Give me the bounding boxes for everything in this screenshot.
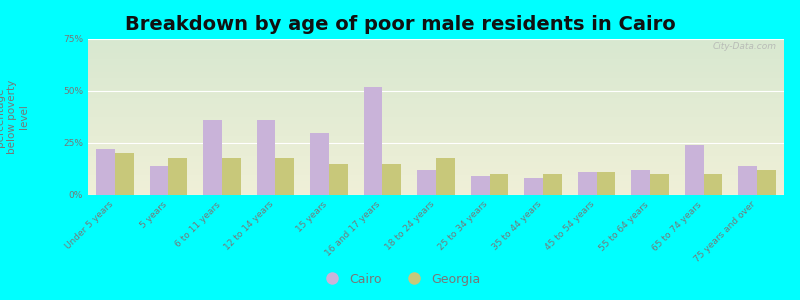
Bar bbox=[364, 87, 382, 195]
Bar bbox=[738, 166, 758, 195]
Bar bbox=[490, 174, 508, 195]
Bar bbox=[650, 174, 669, 195]
Bar bbox=[150, 166, 168, 195]
Bar bbox=[578, 172, 597, 195]
Bar bbox=[758, 170, 776, 195]
Text: percentage
below poverty
level: percentage below poverty level bbox=[0, 80, 30, 154]
Bar bbox=[114, 153, 134, 195]
Bar bbox=[275, 158, 294, 195]
Bar bbox=[685, 145, 704, 195]
Bar bbox=[310, 133, 329, 195]
Bar bbox=[257, 120, 275, 195]
Bar bbox=[524, 178, 543, 195]
Bar bbox=[329, 164, 348, 195]
Bar bbox=[543, 174, 562, 195]
Bar bbox=[203, 120, 222, 195]
Bar bbox=[704, 174, 722, 195]
Bar bbox=[418, 170, 436, 195]
Bar bbox=[470, 176, 490, 195]
Legend: Cairo, Georgia: Cairo, Georgia bbox=[314, 268, 486, 291]
Bar bbox=[597, 172, 615, 195]
Bar bbox=[436, 158, 454, 195]
Bar bbox=[382, 164, 401, 195]
Bar bbox=[222, 158, 241, 195]
Text: Breakdown by age of poor male residents in Cairo: Breakdown by age of poor male residents … bbox=[125, 15, 675, 34]
Text: City-Data.com: City-Data.com bbox=[713, 42, 777, 51]
Bar bbox=[631, 170, 650, 195]
Bar bbox=[168, 158, 187, 195]
Bar bbox=[96, 149, 114, 195]
